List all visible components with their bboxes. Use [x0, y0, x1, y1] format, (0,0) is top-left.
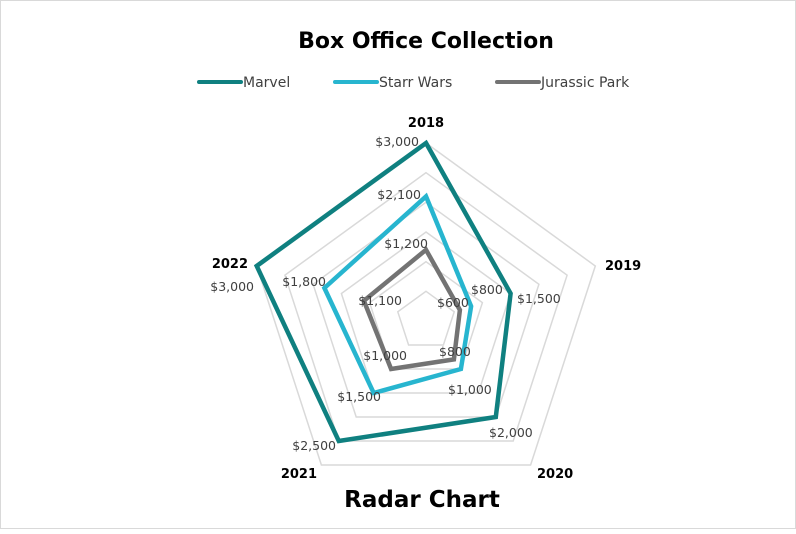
- data-label-jurassic-park-2019: $600: [437, 295, 469, 310]
- chart-title: Box Office Collection: [298, 29, 554, 54]
- data-label-starr-wars-2021: $1,500: [337, 389, 381, 404]
- series-marvel[interactable]: [253, 139, 513, 444]
- grid-ring: [312, 201, 540, 418]
- axis-label-2021: 2021: [281, 467, 317, 482]
- data-label-marvel-2018: $3,000: [375, 134, 419, 149]
- grid-ring: [368, 260, 484, 370]
- data-label-marvel-2021: $2,500: [292, 438, 336, 453]
- data-label-jurassic-park-2020: $800: [439, 344, 471, 359]
- data-label-starr-wars-2022: $1,800: [282, 274, 326, 289]
- radar-series: [253, 139, 513, 444]
- data-label-marvel-2022: $3,000: [210, 279, 254, 294]
- data-label-jurassic-park-2018: $1,200: [384, 236, 428, 251]
- axis-label-2022: 2022: [212, 257, 248, 272]
- data-label-marvel-2019: $1,500: [517, 291, 561, 306]
- series-jurassic-park[interactable]: [361, 246, 463, 372]
- legend-label-starr-wars: Starr Wars: [379, 75, 452, 91]
- legend-item-starr-wars[interactable]: Starr Wars: [333, 75, 452, 91]
- data-label-starr-wars-2019: $800: [471, 282, 503, 297]
- data-label-starr-wars-2018: $2,100: [377, 187, 421, 202]
- axis-label-2020: 2020: [537, 467, 573, 482]
- grid-ring: [340, 231, 512, 394]
- axis-label-2019: 2019: [605, 259, 641, 274]
- data-label-jurassic-park-2022: $1,100: [358, 293, 402, 308]
- data-label-marvel-2020: $2,000: [489, 425, 533, 440]
- legend-item-jurassic-park[interactable]: Jurassic Park: [495, 75, 630, 91]
- grid-ring: [284, 171, 568, 442]
- chart-subtitle: Radar Chart: [344, 487, 500, 513]
- data-label-starr-wars-2020: $1,000: [448, 382, 492, 397]
- series-starr-wars[interactable]: [321, 192, 474, 396]
- legend-label-marvel: Marvel: [243, 75, 290, 91]
- legend-item-marvel[interactable]: Marvel: [197, 75, 290, 91]
- legend-label-jurassic-park: Jurassic Park: [540, 75, 630, 91]
- axis-label-2018: 2018: [408, 116, 444, 131]
- data-label-jurassic-park-2021: $1,000: [363, 348, 407, 363]
- grid-ring: [396, 290, 456, 346]
- legend: Marvel Starr Wars Jurassic Park: [197, 75, 630, 91]
